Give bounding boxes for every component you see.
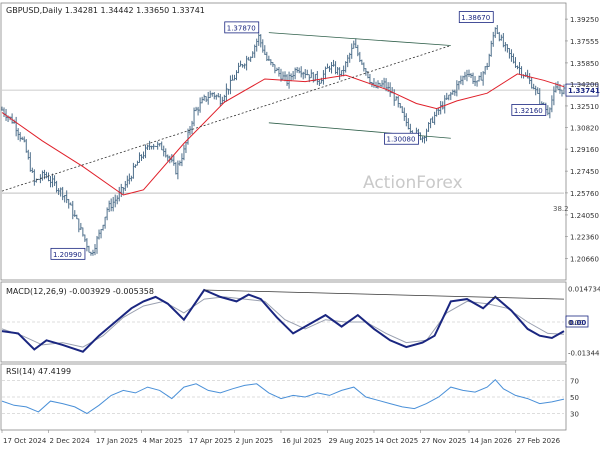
price-header: GBPUSD,Daily 1.34281 1.34442 1.33650 1.3… [6, 6, 205, 15]
price-annotation-box [384, 132, 419, 145]
price-tick-label: 1.24050 [570, 212, 599, 220]
rsi-panel-frame [0, 363, 567, 431]
price-tick-label: 1.32510 [570, 103, 599, 111]
price-tick-label: 1.20660 [570, 256, 599, 264]
plot-layer [0, 25, 566, 415]
x-tick-label: 17 Apr 2025 [189, 437, 232, 445]
trendline [268, 122, 451, 139]
x-tick-label: 27 Feb 2026 [516, 437, 560, 445]
macd-tick-label: -0.013442 [568, 350, 600, 358]
macd-tick-label: 0.014734 [568, 285, 600, 293]
price-annotation-label: 1.32160 [514, 107, 543, 115]
current-price-label: 1.33741 [568, 87, 600, 95]
price-tick-label: 1.27450 [570, 168, 599, 176]
price-annotation-label: 1.37870 [227, 24, 256, 32]
fib-level-label: 38.2 [553, 205, 569, 213]
grid-layer [2, 89, 564, 414]
rsi-tick-label: 30 [570, 411, 579, 419]
x-tick-label: 4 Mar 2025 [142, 437, 182, 445]
price-annotation-label: 1.20990 [53, 251, 82, 259]
rsi-line [1, 378, 565, 415]
trendline [1, 45, 451, 192]
price-tick-label: 1.25760 [570, 190, 599, 198]
text-layer: GBPUSD,Daily 1.34281 1.34442 1.33650 1.3… [3, 6, 600, 445]
price-annotation-box [50, 247, 86, 260]
macd-line [1, 288, 565, 353]
x-tick-label: 17 Oct 2024 [3, 437, 47, 445]
x-tick-label: 14 Jan 2026 [470, 437, 513, 445]
macd-tick-label: 0.00 [568, 319, 584, 327]
x-tick-label: 14 Oct 2025 [375, 437, 418, 445]
current-price-box [565, 83, 599, 97]
moving-average-line [1, 73, 565, 196]
rsi-tick-label: 50 [570, 394, 579, 402]
macd-value-label: 0.00 [569, 319, 586, 327]
x-tick-label: 2 Jun 2025 [235, 437, 273, 445]
price-annotation-label: 1.30080 [386, 136, 415, 144]
price-annotation-label: 1.38670 [461, 14, 490, 22]
price-tick-label: 1.39250 [570, 16, 599, 24]
frame-layer [0, 2, 599, 433]
macd-value-box [565, 315, 589, 328]
price-tick-label: 1.34200 [570, 81, 599, 89]
watermark: ActionForex [363, 173, 463, 193]
macd-trendline [204, 289, 565, 300]
price-annotation-box [224, 21, 260, 34]
x-tick-label: 17 Jan 2025 [96, 437, 138, 445]
price-annotation-box [511, 104, 547, 116]
price-tick-label: 1.35850 [570, 60, 599, 68]
price-tick-label: 1.37555 [570, 38, 599, 46]
x-tick-label: 27 Nov 2025 [421, 437, 466, 445]
rsi-header: RSI(14) 47.4199 [6, 367, 71, 376]
macd-header: MACD(12,26,9) -0.003929 -0.005358 [6, 287, 154, 296]
x-tick-label: 2 Dec 2024 [49, 437, 90, 445]
price-tick-label: 1.30820 [570, 125, 599, 133]
rsi-tick-label: 70 [570, 378, 579, 386]
x-tick-label: 16 Jul 2025 [282, 437, 322, 445]
trendline [268, 32, 451, 46]
price-tick-label: 1.29160 [570, 146, 599, 154]
price-tick-label: 1.22360 [570, 234, 599, 242]
price-annotation-box [458, 11, 494, 23]
price-panel-frame [0, 2, 567, 281]
x-tick-label: 29 Aug 2025 [328, 437, 373, 445]
